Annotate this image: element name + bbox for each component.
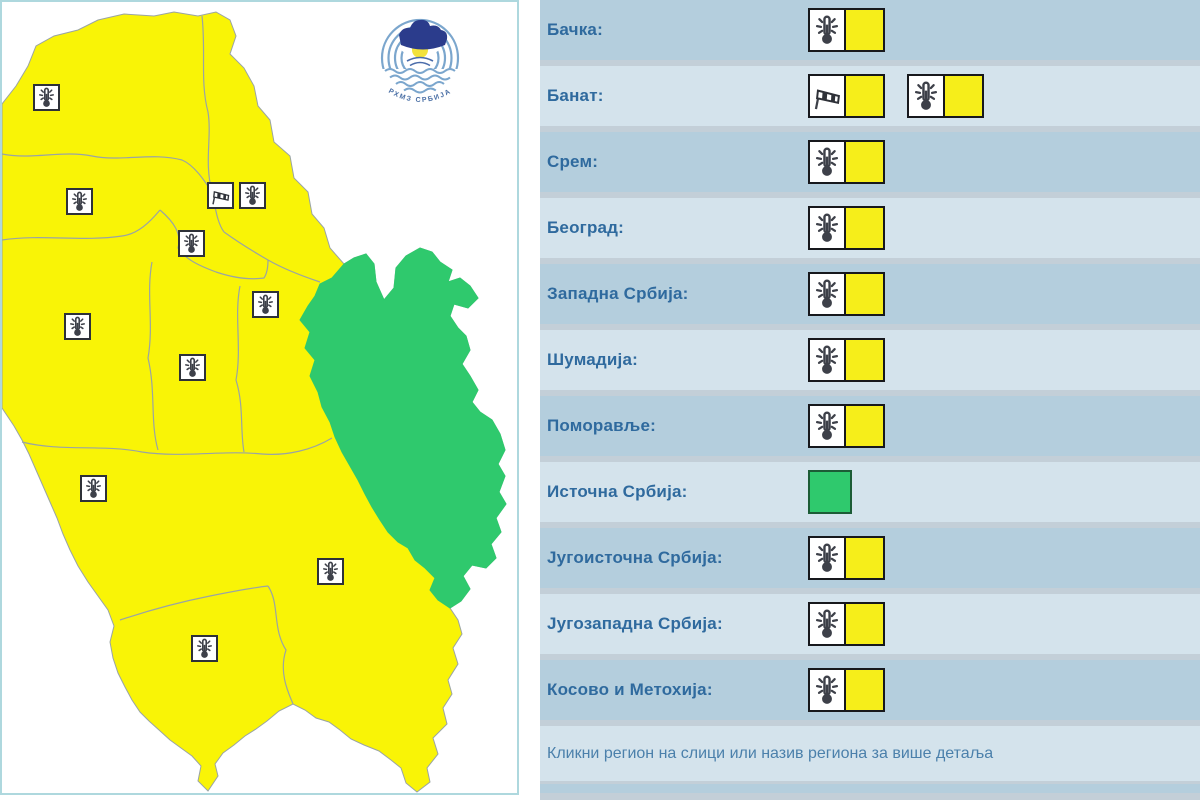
warning-badges — [808, 330, 885, 390]
heat-thermometer-icon — [810, 604, 844, 644]
heat-warning-badge — [808, 338, 885, 382]
map-heat-icon-Бачка[interactable] — [33, 84, 60, 111]
region-row-banat[interactable]: Банат: — [540, 66, 1200, 126]
region-label-srem[interactable]: Срем: — [547, 152, 599, 171]
yellow-warning-level — [844, 604, 883, 644]
warning-badges — [808, 66, 984, 126]
heat-warning-badge — [808, 272, 885, 316]
region-label-beograd[interactable]: Београд: — [547, 218, 625, 237]
heat-warning-badge — [808, 536, 885, 580]
heat-thermometer-icon — [810, 10, 844, 50]
logo-waves — [384, 68, 456, 94]
footer-hint-text: Кликни регион на слици или назив региона… — [547, 744, 994, 762]
yellow-warning-level — [844, 670, 883, 710]
region-row-srem[interactable]: Срем: — [540, 132, 1200, 192]
map-heat-icon-Срем[interactable] — [66, 188, 93, 215]
windsock-icon — [810, 76, 844, 116]
region-label-sumadija[interactable]: Шумадија: — [547, 350, 639, 369]
map-heat-icon-Београд[interactable] — [178, 230, 205, 257]
legend-panel: Бачка: Банат: Срем: Београд: Западна Србија:… — [540, 0, 1200, 800]
heat-thermometer-icon — [810, 406, 844, 446]
heat-thermometer-icon — [810, 208, 844, 248]
yellow-warning-level — [844, 142, 883, 182]
heat-warning-badge — [808, 668, 885, 712]
yellow-warning-level — [844, 406, 883, 446]
region-row-kosovo-i-metohija[interactable]: Косово и Метохија: — [540, 660, 1200, 720]
footer-row: Кликни регион на слици или назив региона… — [540, 726, 1200, 781]
region-label-banat[interactable]: Банат: — [547, 86, 604, 105]
logo-sun-rays — [406, 56, 434, 67]
warning-badges — [808, 264, 885, 324]
heat-thermometer-icon — [810, 340, 844, 380]
heat-thermometer-icon — [909, 76, 943, 116]
warning-badges — [808, 0, 885, 60]
bottom-band — [540, 784, 1200, 793]
map-heat-icon-Југоисточна Србија[interactable] — [317, 558, 344, 585]
serbia-map[interactable] — [2, 2, 517, 793]
heat-warning-badge — [907, 74, 984, 118]
yellow-warning-level — [844, 76, 883, 116]
region-label-jugoistocna-srbija[interactable]: Југоисточна Србија: — [547, 548, 723, 567]
yellow-warning-level — [844, 340, 883, 380]
region-label-jugozapadna-srbija[interactable]: Југозападна Србија: — [547, 614, 723, 633]
heat-thermometer-icon — [810, 670, 844, 710]
serbia-warning-map-panel[interactable]: РХМЗ СРБИЈА — [0, 0, 519, 795]
warning-badges — [808, 396, 885, 456]
rhmz-serbia-logo: РХМЗ СРБИЈА — [378, 18, 462, 104]
heat-warning-badge — [808, 602, 885, 646]
region-row-zapadna-srbija[interactable]: Западна Србија: — [540, 264, 1200, 324]
warning-badges — [808, 462, 852, 522]
warning-badges — [808, 528, 885, 588]
warning-badges — [808, 198, 885, 258]
heat-warning-badge — [808, 206, 885, 250]
region-row-backa[interactable]: Бачка: — [540, 0, 1200, 60]
heat-thermometer-icon — [810, 142, 844, 182]
warning-badges — [808, 660, 885, 720]
heat-warning-badge — [808, 8, 885, 52]
map-heat-icon-Шумадија[interactable] — [179, 354, 206, 381]
region-label-backa[interactable]: Бачка: — [547, 20, 603, 39]
heat-warning-badge — [808, 140, 885, 184]
yellow-warning-level — [844, 10, 883, 50]
map-heat-icon-Западна Србија[interactable] — [64, 313, 91, 340]
warning-badges — [808, 594, 885, 654]
logo-cloud — [399, 19, 448, 50]
map-heat-icon-Банат[interactable] — [239, 182, 266, 209]
yellow-warning-level — [943, 76, 982, 116]
region-row-beograd[interactable]: Београд: — [540, 198, 1200, 258]
yellow-warning-level — [844, 538, 883, 578]
region-row-pomoravlje[interactable]: Поморавље: — [540, 396, 1200, 456]
region-label-istocna-srbija[interactable]: Источна Србија: — [547, 482, 688, 501]
region-row-jugoistocna-srbija[interactable]: Југоисточна Србија: — [540, 528, 1200, 588]
map-heat-icon-Косово и Метохија[interactable] — [191, 635, 218, 662]
region-row-sumadija[interactable]: Шумадија: — [540, 330, 1200, 390]
no-warning-badge — [808, 470, 852, 514]
yellow-warning-level — [844, 274, 883, 314]
region-label-kosovo-i-metohija[interactable]: Косово и Метохија: — [547, 680, 713, 699]
map-heat-icon-Поморавље[interactable] — [252, 291, 279, 318]
map-region-istocna-srbija[interactable] — [299, 247, 507, 609]
region-row-istocna-srbija[interactable]: Источна Србија: — [540, 462, 1200, 522]
yellow-warning-level — [844, 208, 883, 248]
map-region-borders — [2, 15, 333, 705]
map-heat-icon-Југозападна Србија[interactable] — [80, 475, 107, 502]
region-row-jugozapadna-srbija[interactable]: Југозападна Србија: — [540, 594, 1200, 654]
heat-thermometer-icon — [810, 538, 844, 578]
warning-badges — [808, 132, 885, 192]
region-label-zapadna-srbija[interactable]: Западна Србија: — [547, 284, 689, 303]
heat-thermometer-icon — [810, 274, 844, 314]
heat-warning-badge — [808, 404, 885, 448]
map-wind-icon-Банат[interactable] — [207, 182, 234, 209]
wind-warning-badge — [808, 74, 885, 118]
region-label-pomoravlje[interactable]: Поморавље: — [547, 416, 656, 435]
